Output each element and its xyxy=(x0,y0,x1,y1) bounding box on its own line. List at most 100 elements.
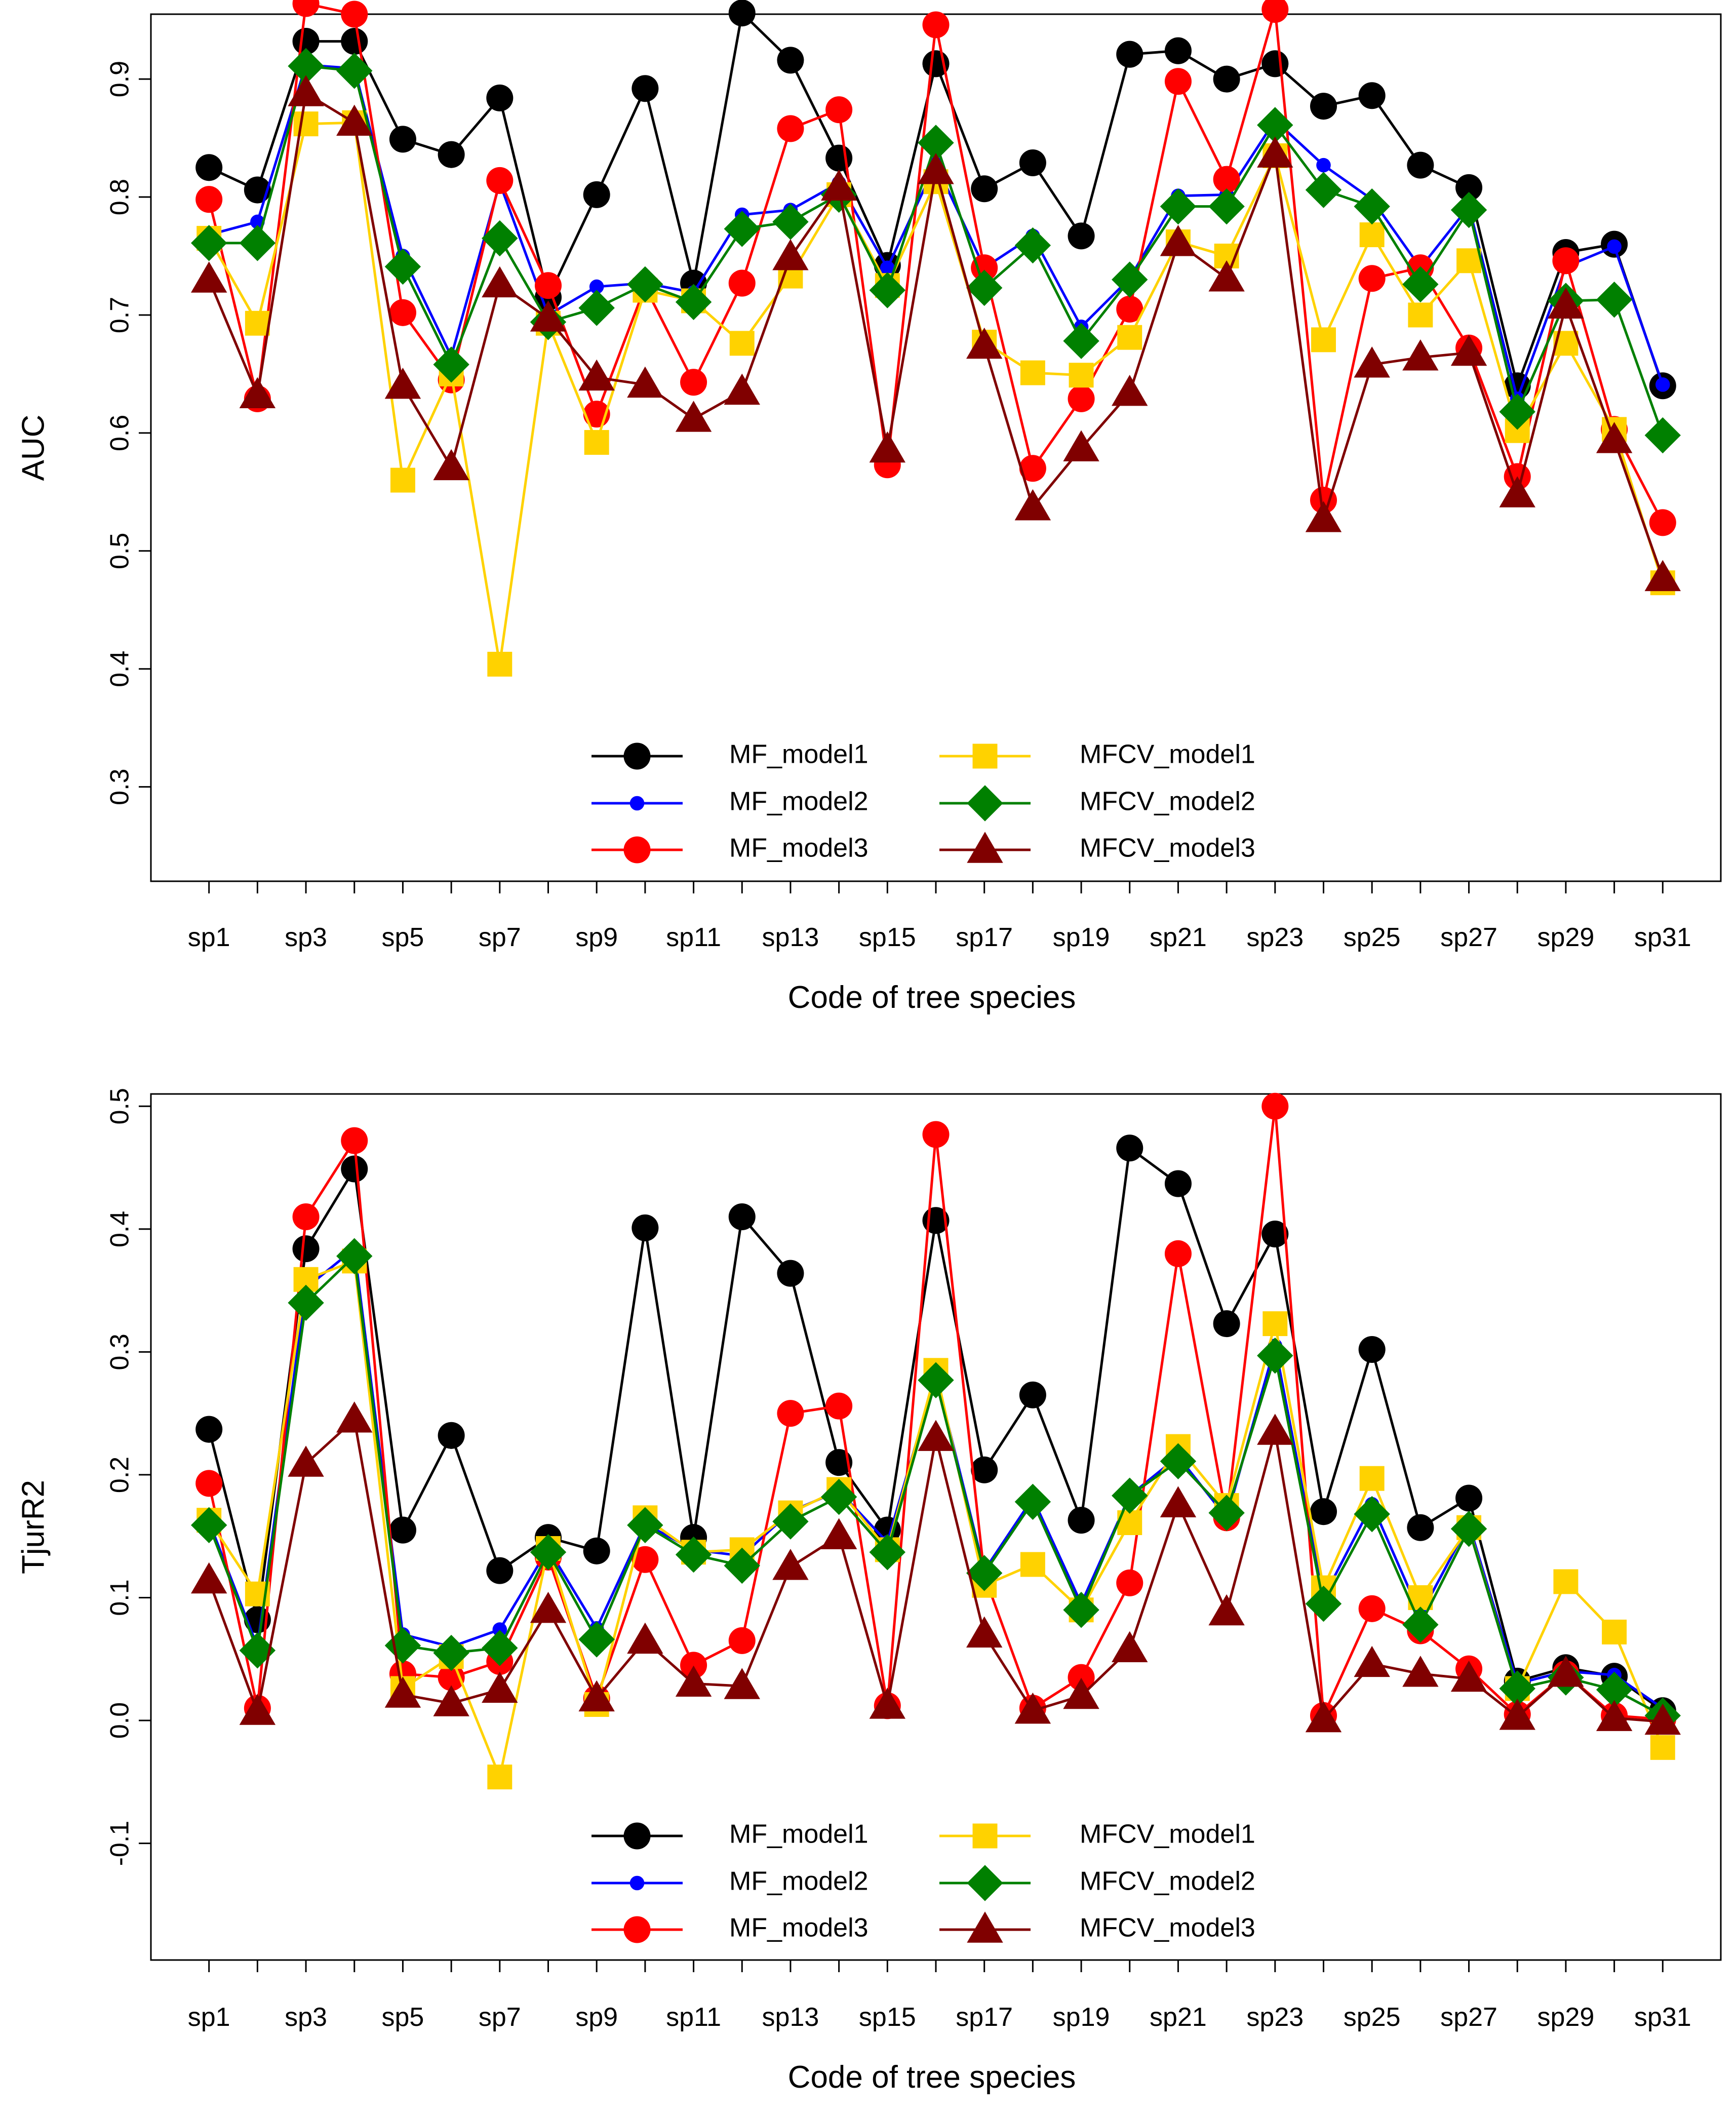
data-point xyxy=(482,1671,518,1703)
x-axis-title: Code of tree species xyxy=(788,980,1076,1015)
data-point xyxy=(1596,1700,1633,1731)
data-point xyxy=(777,1260,804,1287)
data-point xyxy=(1548,287,1584,319)
data-point xyxy=(292,1235,320,1263)
data-point xyxy=(1068,1507,1095,1534)
y-tick-label: 0.4 xyxy=(105,651,135,687)
data-point xyxy=(336,104,373,136)
data-point xyxy=(1644,560,1681,592)
x-tick-label: sp19 xyxy=(1053,2003,1110,2032)
data-point xyxy=(724,1668,760,1699)
y-axis-title: TjurR2 xyxy=(16,1480,51,1574)
data-point xyxy=(191,261,227,293)
y-tick-label: 0.2 xyxy=(105,1457,135,1493)
data-point xyxy=(729,331,755,356)
data-point xyxy=(728,1203,756,1231)
data-point xyxy=(724,211,760,247)
data-point xyxy=(1354,1496,1390,1533)
data-point xyxy=(1208,188,1245,225)
x-tick-label: sp9 xyxy=(575,2003,618,2032)
data-point xyxy=(1116,295,1143,323)
y-tick-label: 0.4 xyxy=(105,1211,135,1247)
data-point xyxy=(1160,188,1197,225)
data-point xyxy=(384,1676,421,1708)
data-point xyxy=(1450,191,1487,228)
data-point xyxy=(918,1362,954,1398)
data-point xyxy=(1305,172,1342,208)
data-point xyxy=(869,272,906,308)
series-MFCV_model2 xyxy=(191,48,1681,454)
data-point xyxy=(245,310,270,336)
y-tick-label: 0.7 xyxy=(105,297,135,333)
data-point xyxy=(1354,346,1390,378)
legend-label: MF_model1 xyxy=(729,740,869,769)
x-tick-label: sp1 xyxy=(188,2003,230,2032)
series-MFCV_model2 xyxy=(191,1238,1681,1734)
data-point xyxy=(675,1665,712,1697)
legend-label: MF_model3 xyxy=(729,1913,869,1943)
data-point xyxy=(1014,227,1051,264)
data-point xyxy=(966,1616,1003,1648)
data-point xyxy=(825,1449,853,1476)
legend-item: MF_model3 xyxy=(591,1913,869,1943)
x-tick-label: sp5 xyxy=(382,923,424,952)
legend: MF_model1 MF_model2 MF_model3 MFCV_model1 MF… xyxy=(591,740,1255,864)
y-tick-label: 0.3 xyxy=(105,769,135,805)
data-point xyxy=(680,369,707,396)
x-tick-label: sp31 xyxy=(1634,2003,1691,2032)
data-point xyxy=(1063,430,1099,461)
data-point xyxy=(728,0,756,27)
x-tick-label: sp3 xyxy=(285,923,327,952)
data-point xyxy=(772,1503,809,1540)
data-point xyxy=(195,1470,223,1497)
data-point xyxy=(1358,1336,1386,1363)
data-point xyxy=(1310,1498,1337,1525)
legend-label: MF_model2 xyxy=(729,1867,869,1896)
x-tick-label: sp9 xyxy=(575,923,618,952)
data-point xyxy=(433,449,469,481)
data-point xyxy=(1112,374,1148,406)
legend-item: MF_model2 xyxy=(591,1867,869,1896)
legend-marker xyxy=(623,1822,651,1850)
legend-label: MF_model3 xyxy=(729,834,869,863)
data-point xyxy=(433,1685,469,1716)
data-point xyxy=(195,154,223,181)
data-point xyxy=(627,366,663,398)
data-point xyxy=(191,1507,227,1544)
data-point xyxy=(1499,476,1535,507)
data-point xyxy=(1455,1484,1483,1512)
data-point xyxy=(777,1400,804,1427)
data-point xyxy=(341,1155,368,1183)
data-point xyxy=(724,373,760,405)
x-tick-label: sp23 xyxy=(1246,2003,1304,2032)
data-point xyxy=(433,346,469,383)
data-point xyxy=(482,1630,518,1666)
data-point xyxy=(869,1534,906,1571)
data-point xyxy=(869,431,906,463)
data-point xyxy=(1655,377,1670,392)
legend-item: MF_model1 xyxy=(591,1820,869,1850)
legend-label: MFCV_model2 xyxy=(1080,1867,1255,1896)
data-point xyxy=(918,125,954,161)
data-point xyxy=(675,284,712,321)
data-point xyxy=(239,377,276,409)
data-point xyxy=(1020,1552,1045,1577)
y-tick-label: 0.8 xyxy=(105,179,135,215)
data-point xyxy=(1450,334,1487,366)
x-tick-label: sp13 xyxy=(762,923,819,952)
data-point xyxy=(1164,1170,1192,1197)
data-point xyxy=(918,153,954,184)
data-point xyxy=(1208,1495,1245,1531)
data-point xyxy=(971,175,998,203)
data-point xyxy=(1068,222,1095,250)
y-tick-label: 0.0 xyxy=(105,1702,135,1739)
x-tick-label: sp15 xyxy=(859,2003,916,2032)
data-point xyxy=(1354,188,1390,225)
data-point xyxy=(191,225,227,261)
data-point xyxy=(1257,107,1293,143)
data-point xyxy=(1450,1510,1487,1547)
data-point xyxy=(1257,136,1293,168)
x-tick-label: sp15 xyxy=(859,923,916,952)
data-point xyxy=(438,1422,465,1449)
